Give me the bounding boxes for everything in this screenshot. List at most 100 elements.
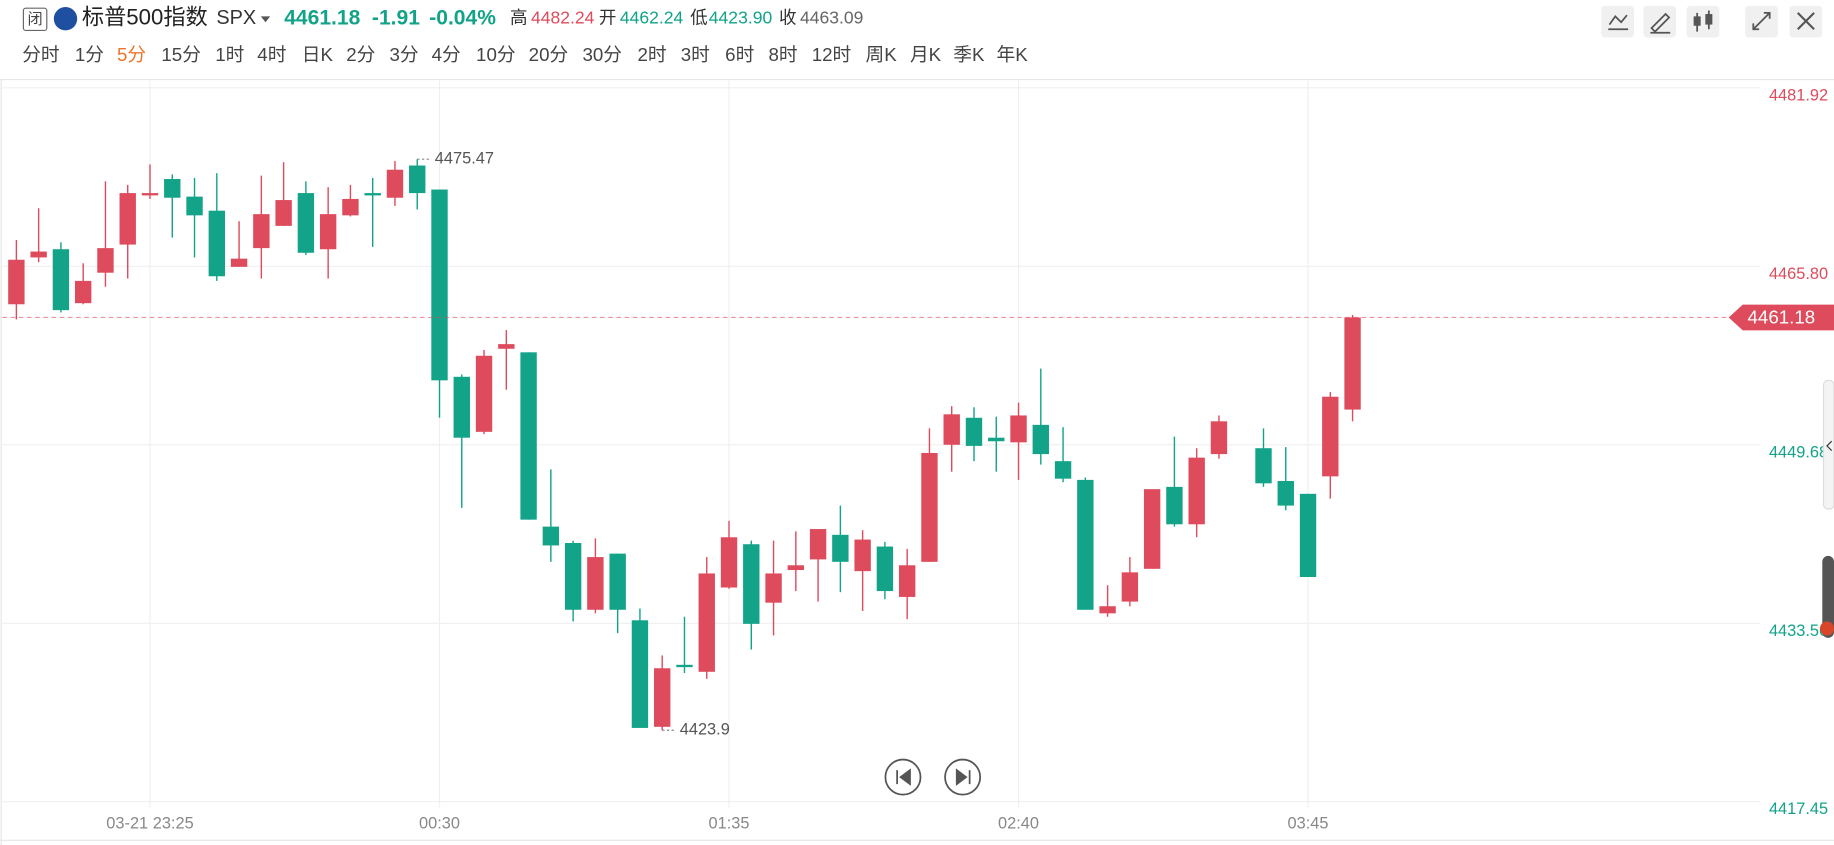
candle-body — [253, 214, 270, 249]
candle-body — [1143, 489, 1161, 569]
period-tab[interactable]: 年K — [997, 44, 1029, 65]
change: -1.91 — [372, 6, 420, 29]
thermometer-bulb — [1819, 621, 1834, 636]
line-tool-button[interactable] — [1601, 5, 1634, 38]
period-tab[interactable]: 2时 — [637, 44, 666, 65]
draw-tool-button[interactable] — [1643, 5, 1677, 38]
period-tab[interactable]: 30分 — [582, 44, 622, 65]
candle-body — [1099, 606, 1116, 614]
low-value: 4423.90 — [709, 7, 773, 27]
candle-body — [1277, 480, 1294, 506]
y-tick-label: 4433.56 — [1769, 622, 1828, 640]
period-tab[interactable]: 8时 — [768, 44, 797, 65]
candle-body — [498, 344, 515, 349]
prev-icon — [896, 768, 911, 786]
period-tab[interactable]: 2分 — [346, 44, 375, 65]
thermometer — [1822, 555, 1834, 638]
candle-body — [564, 543, 582, 610]
candle-body — [453, 376, 470, 438]
candle-body — [52, 249, 70, 311]
period-tab[interactable]: 6时 — [725, 44, 754, 65]
period-tab[interactable]: 分时 — [22, 44, 59, 65]
x-tick-label: 03:45 — [1288, 814, 1329, 832]
period-tab[interactable]: 5分 — [117, 44, 146, 65]
period-tab[interactable]: 季K — [953, 44, 985, 65]
grid: 4417.45 4433.56 4449.68 4465.80 4481.92 03-21… — [2, 79, 1828, 832]
prev-close-value: 4463.09 — [800, 7, 863, 27]
candle-body — [587, 557, 604, 610]
period-tab[interactable]: 15分 — [161, 44, 201, 65]
candle-body — [1121, 572, 1139, 602]
candle-body — [386, 169, 404, 198]
period-tab[interactable]: 日K — [302, 44, 334, 65]
candle-body — [787, 565, 805, 571]
candle-tool-button[interactable] — [1686, 5, 1720, 38]
candle-body — [119, 193, 136, 245]
candle-body — [631, 620, 649, 728]
y-tick-label: 4481.92 — [1769, 86, 1828, 104]
close-icon — [1796, 12, 1815, 31]
candle-body — [275, 200, 292, 226]
period-tab[interactable]: 月K — [910, 44, 942, 65]
period-toolbar: 分时 1分 5分 15分 1时 4时 日K 2分 3分 4分 10分 20分 30分 2时 3时 6时 8时 12… — [22, 44, 1028, 65]
symbol[interactable]: SPX — [216, 7, 256, 29]
x-tick-label: 02:40 — [998, 814, 1039, 832]
period-tab[interactable]: 20分 — [529, 44, 569, 65]
period-tab[interactable]: 1时 — [215, 44, 244, 65]
candle-body — [609, 553, 626, 610]
max-label: 4475.47 — [435, 150, 494, 168]
line-tool-icon — [1608, 14, 1629, 31]
period-tab[interactable]: 1分 — [75, 44, 104, 65]
period-tab[interactable]: 12时 — [812, 44, 852, 65]
candle-tool-icon — [1705, 14, 1713, 25]
period-tab[interactable]: 4时 — [257, 44, 286, 65]
candle-body — [809, 529, 827, 560]
candle-body — [1322, 396, 1339, 477]
draw-tool-icon — [1650, 12, 1671, 34]
y-tick-label: 4465.80 — [1769, 265, 1828, 283]
candle-body — [74, 280, 92, 304]
price: 4461.18 — [284, 6, 360, 29]
high-label: 高 — [510, 7, 528, 27]
candle-body — [319, 214, 337, 250]
x-tick-label: 01:35 — [709, 814, 750, 832]
candle-body — [164, 179, 181, 198]
candle-body — [208, 210, 225, 277]
period-tab[interactable]: 周K — [866, 44, 898, 65]
candle-body — [520, 352, 537, 520]
candle-body — [1054, 461, 1072, 479]
x-tick-label: 00:30 — [419, 814, 460, 832]
open-label: 开 — [599, 7, 617, 27]
candle-body — [30, 251, 47, 258]
x-tick-label: 03-21 23:25 — [106, 814, 193, 832]
fullscreen-icon — [1752, 11, 1771, 31]
status-box — [22, 7, 48, 32]
period-tab[interactable]: 10分 — [476, 44, 516, 65]
period-tab[interactable]: 4分 — [432, 44, 461, 65]
candle-body — [876, 546, 894, 592]
candle-body — [676, 664, 693, 668]
period-tab[interactable]: 3分 — [389, 44, 418, 65]
period-tab[interactable]: 3时 — [681, 44, 710, 65]
candle-body — [431, 189, 448, 381]
candle-body — [1010, 415, 1027, 443]
dropdown-arrow[interactable] — [260, 16, 271, 23]
candle-tool-icon — [1693, 16, 1701, 26]
next-icon — [955, 768, 971, 786]
candle-body — [921, 452, 938, 562]
current-price-tag — [1728, 304, 1834, 331]
instrument-name[interactable]: 标普500指数 — [82, 5, 208, 30]
y-tick-label: 4449.68 — [1769, 443, 1828, 461]
candle-body — [1077, 479, 1094, 610]
candle-body — [342, 198, 359, 216]
candle-body — [765, 573, 782, 603]
candle-body — [1166, 486, 1183, 525]
index-icon — [53, 7, 78, 31]
candle-body — [698, 573, 715, 672]
candle-body — [8, 259, 25, 305]
candle-body — [720, 537, 738, 588]
change-pct: -0.04% — [429, 6, 496, 29]
